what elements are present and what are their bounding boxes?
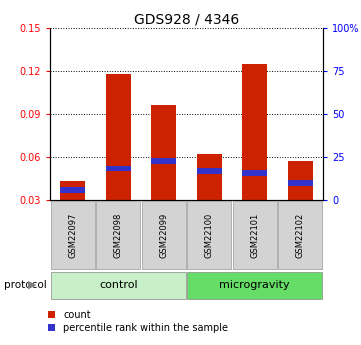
Bar [197,168,222,174]
Bar [197,154,222,200]
Text: GSM22101: GSM22101 [250,213,259,258]
Text: ▶: ▶ [29,280,37,290]
Text: GSM22098: GSM22098 [114,212,123,258]
Text: control: control [99,280,138,290]
Bar [187,201,231,269]
Bar [151,158,176,164]
Bar [187,272,322,298]
Bar [106,74,131,200]
Text: microgravity: microgravity [219,280,290,290]
Bar [60,181,85,200]
Bar [233,201,277,269]
Bar [142,201,186,269]
Bar [96,201,140,269]
Bar [288,161,313,200]
Bar [278,201,322,269]
Bar [60,187,85,193]
Legend: count, percentile rank within the sample: count, percentile rank within the sample [48,310,228,333]
Bar [242,64,267,200]
Text: GSM22097: GSM22097 [68,212,77,258]
Text: GSM22102: GSM22102 [296,213,305,258]
Bar [106,166,131,171]
Bar [51,272,186,298]
Text: GSM22100: GSM22100 [205,213,214,258]
Text: GSM22099: GSM22099 [159,213,168,258]
Bar [51,201,95,269]
Bar [288,180,313,186]
Bar [242,170,267,176]
Bar [151,106,176,200]
Text: protocol: protocol [4,280,46,290]
Title: GDS928 / 4346: GDS928 / 4346 [134,13,239,27]
